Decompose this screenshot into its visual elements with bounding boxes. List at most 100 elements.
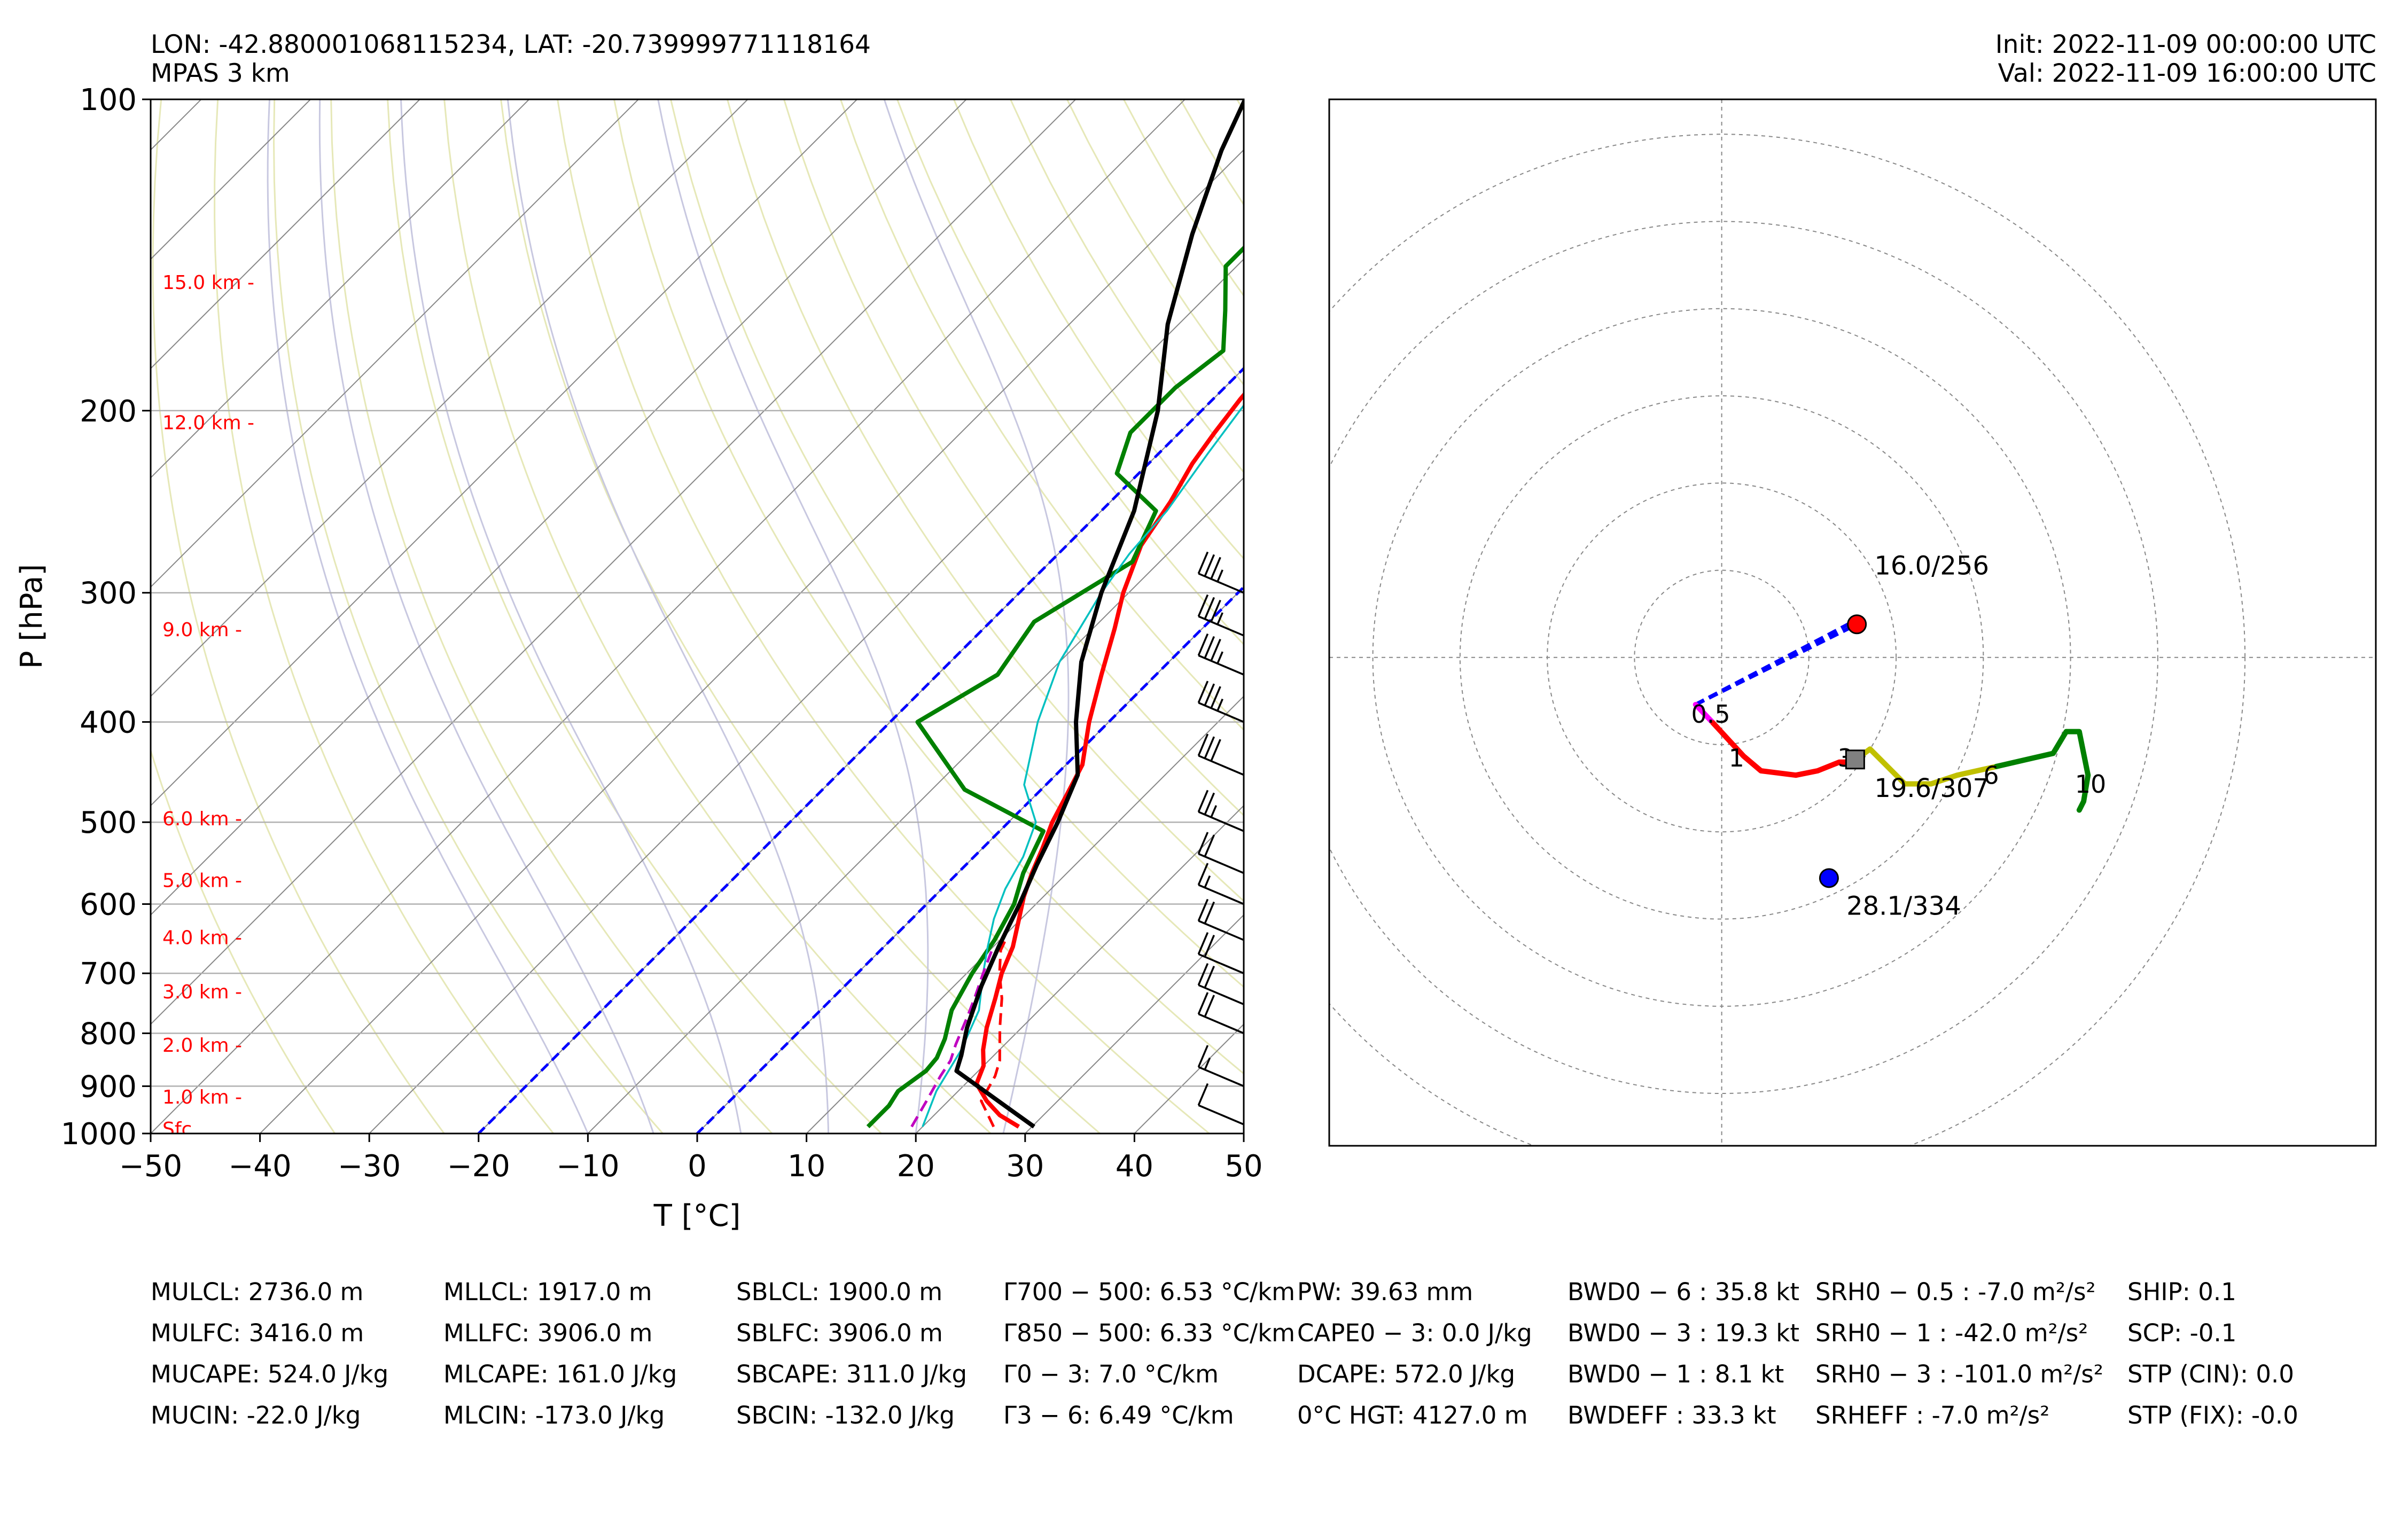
dry-adiabat	[783, 99, 1244, 817]
height-label: 3.0 km -	[162, 981, 242, 1003]
init-time: Init: 2022-11-09 00:00:00 UTC	[1995, 30, 2376, 59]
profile-dewpoint	[866, 245, 1244, 1129]
hodograph-marker-circle	[1847, 614, 1867, 635]
x-tick-label: 40	[1116, 1149, 1153, 1184]
x-tick-label: 30	[1006, 1149, 1044, 1184]
height-label: Sfc	[162, 1119, 192, 1140]
x-tick-label: −10	[556, 1149, 619, 1184]
y-axis-label: P [hPa]	[14, 564, 49, 669]
dry-adiabat	[387, 99, 883, 1133]
height-label: 12.0 km -	[162, 412, 254, 434]
y-tick-label: 700	[80, 957, 137, 991]
param-stp-cin: STP (CIN): 0.0	[2127, 1360, 2294, 1388]
param-scp: SCP: -0.1	[2127, 1319, 2237, 1347]
param-pw: PW: 39.63 mm	[1297, 1278, 1473, 1306]
param-srh-0-3: SRH0 − 3 : -101.0 m²/s²	[1815, 1360, 2103, 1388]
height-label: 9.0 km -	[162, 619, 242, 641]
dry-adiabat	[896, 99, 1244, 646]
hodograph-segment	[1850, 746, 1999, 787]
y-tick-label: 200	[80, 394, 137, 429]
y-tick-label: 900	[80, 1069, 137, 1104]
height-label: 6.0 km -	[162, 808, 242, 830]
isotherm	[259, 149, 1244, 1133]
x-tick-label: 10	[787, 1149, 825, 1184]
param-sbcin: SBCIN: -132.0 J/kg	[736, 1401, 955, 1429]
dry-adiabat	[670, 99, 1244, 988]
height-label: 15.0 km -	[162, 272, 254, 294]
param-lapse-0-3: Γ0 − 3: 7.0 °C/km	[1003, 1360, 1219, 1388]
x-tick-label: −20	[447, 1149, 510, 1184]
model-title: MPAS 3 km	[151, 59, 290, 88]
hodograph-marker-label: 19.6/307	[1874, 773, 1989, 803]
param-bwd-eff: BWDEFF : 33.3 kt	[1567, 1401, 1776, 1429]
isotherm	[151, 99, 858, 807]
isotherm	[1024, 914, 1244, 1133]
parameter-table: MULCL: 2736.0 m MULFC: 3416.0 m MUCAPE: …	[151, 1271, 2368, 1432]
isotherm	[151, 99, 421, 370]
dry-adiabat	[151, 747, 336, 1133]
param-mllfc: MLLFC: 3906.0 m	[443, 1319, 653, 1347]
dry-adiabat	[272, 99, 664, 1133]
profile-surface-parcel	[954, 99, 1244, 1129]
wind-barb	[1197, 898, 1244, 941]
x-tick-label: −30	[338, 1149, 401, 1184]
dry-adiabat	[214, 99, 555, 1133]
hodograph-marker-circle	[1819, 868, 1839, 888]
hodograph-rings	[1329, 99, 2376, 1146]
profile-temperature	[974, 392, 1244, 1129]
hodograph-height-label: 6	[1983, 761, 1999, 790]
moist-adiabat	[318, 99, 654, 1133]
param-mucin: MUCIN: -22.0 J/kg	[151, 1401, 361, 1429]
wind-barb	[1197, 681, 1244, 723]
x-tick-label: −40	[229, 1149, 292, 1184]
param-column-lapse: Γ700 − 500: 6.53 °C/km Γ850 − 500: 6.33 …	[1003, 1271, 1295, 1436]
isotherm	[151, 99, 640, 588]
wind-barbs	[1197, 551, 1244, 1125]
dry-adiabat	[152, 99, 446, 1133]
param-cape-0-3: CAPE0 − 3: 0.0 J/kg	[1297, 1319, 1532, 1347]
param-column-mu: MULCL: 2736.0 m MULFC: 3416.0 m MUCAPE: …	[151, 1271, 388, 1436]
x-axis-label: T [°C]	[653, 1199, 741, 1233]
param-srh-eff: SRHEFF : -7.0 m²/s²	[1815, 1401, 2050, 1429]
param-lapse-3-6: Γ3 − 6: 6.49 °C/km	[1003, 1401, 1234, 1429]
highlight-isotherm	[695, 585, 1244, 1133]
isotherm	[806, 695, 1244, 1133]
y-tick-label: 600	[80, 888, 137, 923]
param-bwd-0-3: BWD0 − 3 : 19.3 kt	[1567, 1319, 1799, 1347]
wind-barb	[1197, 992, 1244, 1035]
param-sblcl: SBLCL: 1900.0 m	[736, 1278, 943, 1306]
height-label: 2.0 km -	[162, 1035, 242, 1057]
wind-barb	[1197, 633, 1244, 676]
param-ship: SHIP: 0.1	[2127, 1278, 2236, 1306]
wind-barb	[1197, 594, 1244, 637]
param-bwd-0-6: BWD0 − 6 : 35.8 kt	[1567, 1278, 1799, 1306]
wind-barb	[1197, 1083, 1244, 1125]
dry-adiabat	[613, 99, 1244, 1075]
profile-mean-layer-parcel	[910, 946, 995, 1128]
valid-time: Val: 2022-11-09 16:00:00 UTC	[1998, 59, 2376, 88]
isotherm	[151, 99, 1077, 1025]
hodograph-segment	[1710, 720, 1855, 778]
param-mllcl: MLLCL: 1917.0 m	[443, 1278, 652, 1306]
wind-barb	[1197, 932, 1244, 974]
dry-adiabat	[839, 99, 1244, 731]
param-mlcape: MLCAPE: 161.0 J/kg	[443, 1360, 677, 1388]
param-bwd-0-1: BWD0 − 1 : 8.1 kt	[1567, 1360, 1784, 1388]
hodograph-marker-label: 16.0/256	[1874, 551, 1989, 581]
x-tick-label: 50	[1225, 1149, 1262, 1184]
height-label: 5.0 km -	[162, 870, 242, 892]
moist-adiabat	[883, 99, 1070, 1133]
highlight-isotherm	[477, 366, 1244, 1133]
height-label: 1.0 km -	[162, 1086, 242, 1108]
wind-barb	[1197, 551, 1244, 594]
param-dcape: DCAPE: 572.0 J/kg	[1297, 1360, 1516, 1388]
hodograph-height-label: 10	[2075, 770, 2107, 799]
isotherm	[915, 804, 1244, 1133]
param-lapse-850-500: Γ850 − 500: 6.33 °C/km	[1003, 1319, 1296, 1347]
hodograph-marker-square	[1845, 749, 1865, 770]
param-column-srh: SRH0 − 0.5 : -7.0 m²/s² SRH0 − 1 : -42.0…	[1815, 1271, 2103, 1436]
param-lapse-700-500: Γ700 − 500: 6.53 °C/km	[1003, 1278, 1296, 1306]
